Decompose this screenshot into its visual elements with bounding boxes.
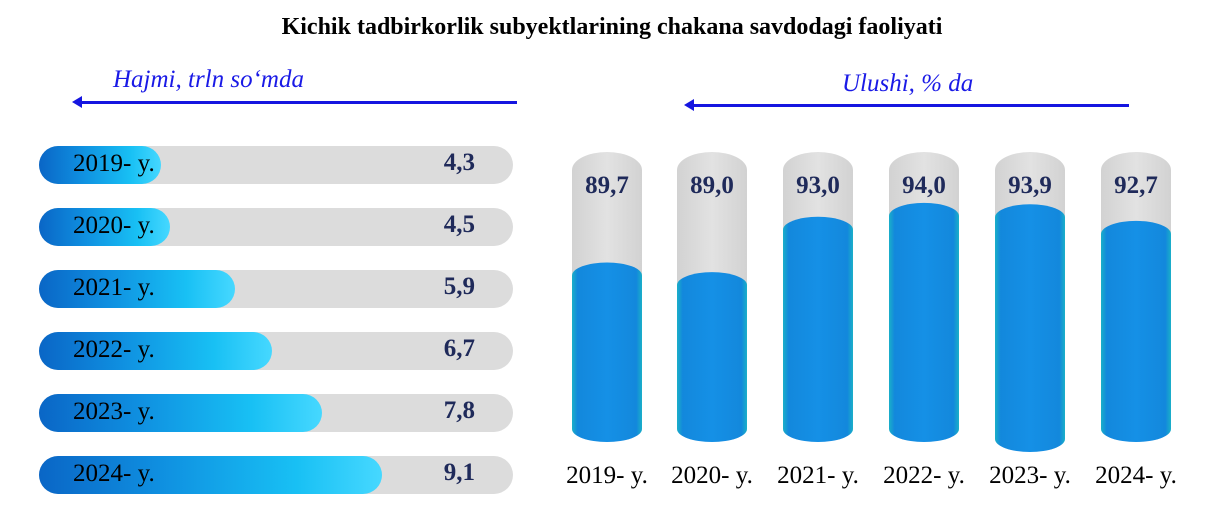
hbar-value-label: 5,9	[443, 273, 475, 300]
hbar-fill	[39, 146, 161, 184]
hbar-value-label: 4,3	[443, 149, 475, 176]
right-arrow-line	[692, 104, 1129, 107]
right-arrow-head-icon	[684, 99, 694, 111]
hbar-row: 2020- y. 4,5	[39, 208, 513, 246]
hbar-fill	[39, 270, 235, 308]
vbar-category-label: 2019- y.	[566, 462, 648, 489]
hbar-year-label: 2023- y.	[73, 398, 155, 425]
vbar-category-label: 2021- y.	[777, 462, 859, 489]
hbar-value-label: 9,1	[443, 459, 475, 486]
hbar-year-label: 2022- y.	[73, 336, 155, 363]
vbar-category-label: 2022- y.	[883, 462, 965, 489]
hbar-value-label: 7,8	[443, 397, 475, 424]
vbar-value-label: 89,0	[690, 172, 734, 199]
vbar-category-label: 2023- y.	[989, 462, 1071, 489]
vbar-category-label: 2020- y.	[671, 462, 753, 489]
vbar	[572, 262, 642, 442]
left-arrow-head-icon	[72, 96, 82, 108]
vbar	[783, 216, 853, 442]
hbar-row: 2024- y. 9,1	[39, 456, 513, 494]
hbar-row: 2022- y. 6,7	[39, 332, 513, 370]
left-arrow-line	[80, 101, 517, 104]
vbar-value-label: 93,0	[796, 172, 840, 199]
vbar-value-label: 92,7	[1114, 172, 1158, 199]
right-panel-label: Ulushi, % da	[842, 70, 974, 97]
hbar-fill	[39, 332, 272, 370]
hbar-year-label: 2024- y.	[73, 460, 155, 487]
hbar-value-label: 6,7	[443, 335, 475, 362]
vbar	[889, 202, 959, 442]
vbar-value-label: 93,9	[1008, 172, 1052, 199]
vbar	[677, 272, 747, 442]
hbar-fill	[39, 456, 382, 494]
vbar-value-label: 94,0	[902, 172, 946, 199]
hbar-year-label: 2019- y.	[73, 150, 155, 177]
hbar-row: 2023- y. 7,8	[39, 394, 513, 432]
left-panel-label: Hajmi, trln so‘mda	[113, 66, 304, 93]
hbar-fill	[39, 208, 171, 246]
hbar-value-label: 4,5	[443, 211, 475, 238]
vbar	[995, 204, 1065, 452]
chart-title: Kichik tadbirkorlik subyektlarining chak…	[281, 14, 943, 40]
hbar-row: 2021- y. 5,9	[39, 270, 513, 308]
hbar-row: 2019- y. 4,3	[39, 146, 513, 184]
vbar	[1101, 220, 1171, 442]
vbar-category-label: 2024- y.	[1095, 462, 1177, 489]
hbar-year-label: 2021- y.	[73, 274, 155, 301]
vbar-value-label: 89,7	[585, 172, 629, 199]
hbar-year-label: 2020- y.	[73, 212, 155, 239]
hbar-fill	[39, 394, 323, 432]
